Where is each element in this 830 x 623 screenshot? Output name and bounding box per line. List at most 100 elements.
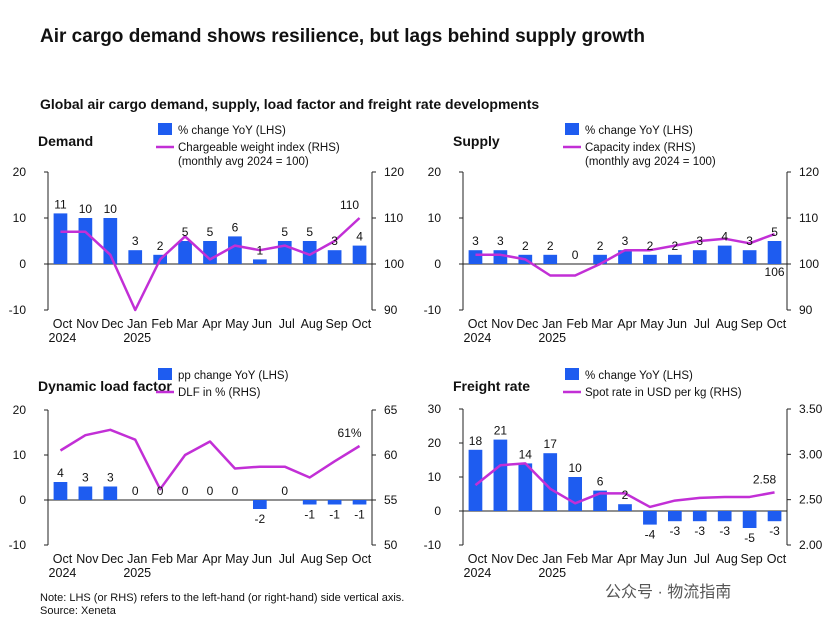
- category-label: Jul: [694, 552, 710, 566]
- year-label: 2024: [464, 331, 492, 345]
- category-label: Mar: [176, 552, 198, 566]
- bar-data-label: -4: [645, 528, 656, 542]
- bar: [742, 250, 757, 264]
- category-label: Jan: [542, 552, 562, 566]
- category-label: May: [225, 317, 249, 331]
- category-label: Apr: [617, 552, 636, 566]
- category-label: Jun: [667, 552, 687, 566]
- bar-data-label: 0: [232, 484, 239, 498]
- category-label: Jun: [667, 317, 687, 331]
- bar: [518, 463, 533, 511]
- bar-data-label: 14: [519, 447, 533, 461]
- bar-data-label: 2: [157, 239, 164, 253]
- legend-bar-label: pp change YoY (LHS): [178, 370, 289, 382]
- line-end-label: 110: [340, 198, 359, 212]
- bar: [252, 500, 267, 509]
- bar-data-label: 0: [572, 248, 579, 262]
- left-tick-label: 0: [434, 257, 441, 271]
- category-label: Sep: [325, 552, 347, 566]
- year-label: 2025: [538, 331, 566, 345]
- bar-data-label: 2: [647, 239, 654, 253]
- bar: [618, 250, 632, 264]
- category-label: Jul: [694, 317, 710, 331]
- bar-data-label: 5: [771, 225, 778, 239]
- year-label: 2025: [123, 331, 151, 345]
- legend-bar-swatch: [158, 368, 172, 380]
- right-tick-label: 65: [384, 403, 398, 417]
- bar: [53, 482, 68, 500]
- legend-bar-swatch: [565, 123, 579, 135]
- bar-data-label: -3: [694, 524, 705, 538]
- panel-title: Dynamic load factor: [38, 378, 172, 394]
- bar-data-label: 0: [157, 484, 164, 498]
- bar: [78, 218, 93, 264]
- bar: [468, 250, 483, 264]
- line-series: [59, 428, 361, 491]
- right-tick-label: 55: [384, 493, 398, 507]
- right-tick-label: 100: [799, 257, 819, 271]
- bar-data-label: 4: [57, 466, 64, 480]
- category-label: Feb: [151, 552, 173, 566]
- category-label: Jan: [542, 317, 562, 331]
- legend-line-label: DLF in % (RHS): [178, 387, 261, 399]
- legend-bar-swatch: [565, 368, 579, 380]
- bar: [568, 477, 583, 511]
- category-label: Oct: [352, 317, 372, 331]
- bar-data-label: 5: [281, 225, 288, 239]
- bar-data-label: -3: [670, 524, 681, 538]
- bar-data-label: 6: [597, 475, 604, 489]
- line-series: [474, 462, 775, 509]
- left-tick-label: 20: [428, 436, 442, 450]
- bar: [302, 500, 317, 505]
- panel-title: Freight rate: [453, 378, 530, 394]
- left-tick-label: 0: [19, 493, 26, 507]
- category-label: Jul: [279, 552, 295, 566]
- year-label: 2024: [49, 566, 77, 580]
- source-note: Source: Xeneta: [40, 605, 116, 617]
- category-label: Jan: [127, 552, 147, 566]
- category-label: Dec: [101, 317, 123, 331]
- bar-data-label: 0: [182, 484, 189, 498]
- bar: [252, 259, 267, 264]
- bar: [767, 241, 782, 264]
- category-label: Oct: [352, 552, 372, 566]
- left-tick-label: -10: [424, 538, 442, 552]
- right-tick-label: 2.50: [799, 493, 823, 507]
- bar-data-label: 4: [356, 230, 363, 244]
- bar: [618, 504, 632, 511]
- left-tick-label: 20: [13, 403, 27, 417]
- left-tick-label: 0: [19, 257, 26, 271]
- bar-data-label: 18: [469, 434, 483, 448]
- bar-data-label: 3: [82, 471, 89, 485]
- category-label: Sep: [325, 317, 347, 331]
- bar-data-label: 5: [207, 225, 214, 239]
- bar-data-label: -1: [354, 508, 365, 522]
- category-label: Apr: [202, 552, 221, 566]
- legend-bar-label: % change YoY (LHS): [178, 125, 286, 137]
- right-tick-label: 110: [384, 211, 403, 225]
- right-tick-label: 3.00: [799, 447, 823, 461]
- bar-data-label: 10: [104, 202, 118, 216]
- bar-data-label: 2: [597, 239, 604, 253]
- right-tick-label: 100: [384, 257, 404, 271]
- bar: [78, 486, 93, 500]
- line-series: [60, 217, 361, 312]
- page-title: Air cargo demand shows resilience, but l…: [40, 26, 645, 47]
- right-tick-label: 120: [384, 165, 404, 179]
- freight-rate-chart: Freight rate % change YoY (LHS) Spot rate …: [424, 368, 823, 580]
- right-tick-label: 90: [799, 303, 813, 317]
- year-label: 2025: [123, 566, 151, 580]
- bar: [593, 254, 607, 264]
- bar: [228, 236, 242, 264]
- category-label: Oct: [468, 552, 488, 566]
- category-label: Dec: [516, 317, 538, 331]
- right-tick-label: 90: [384, 303, 398, 317]
- category-label: Jan: [127, 317, 147, 331]
- bar-data-label: 11: [54, 197, 67, 211]
- bar-data-label: 2: [672, 239, 679, 253]
- legend-bar-swatch: [158, 123, 172, 135]
- wechat-watermark: 公众号 · 物流指南: [605, 584, 732, 601]
- category-label: Aug: [716, 317, 738, 331]
- left-tick-label: -10: [9, 538, 27, 552]
- bar: [692, 511, 707, 522]
